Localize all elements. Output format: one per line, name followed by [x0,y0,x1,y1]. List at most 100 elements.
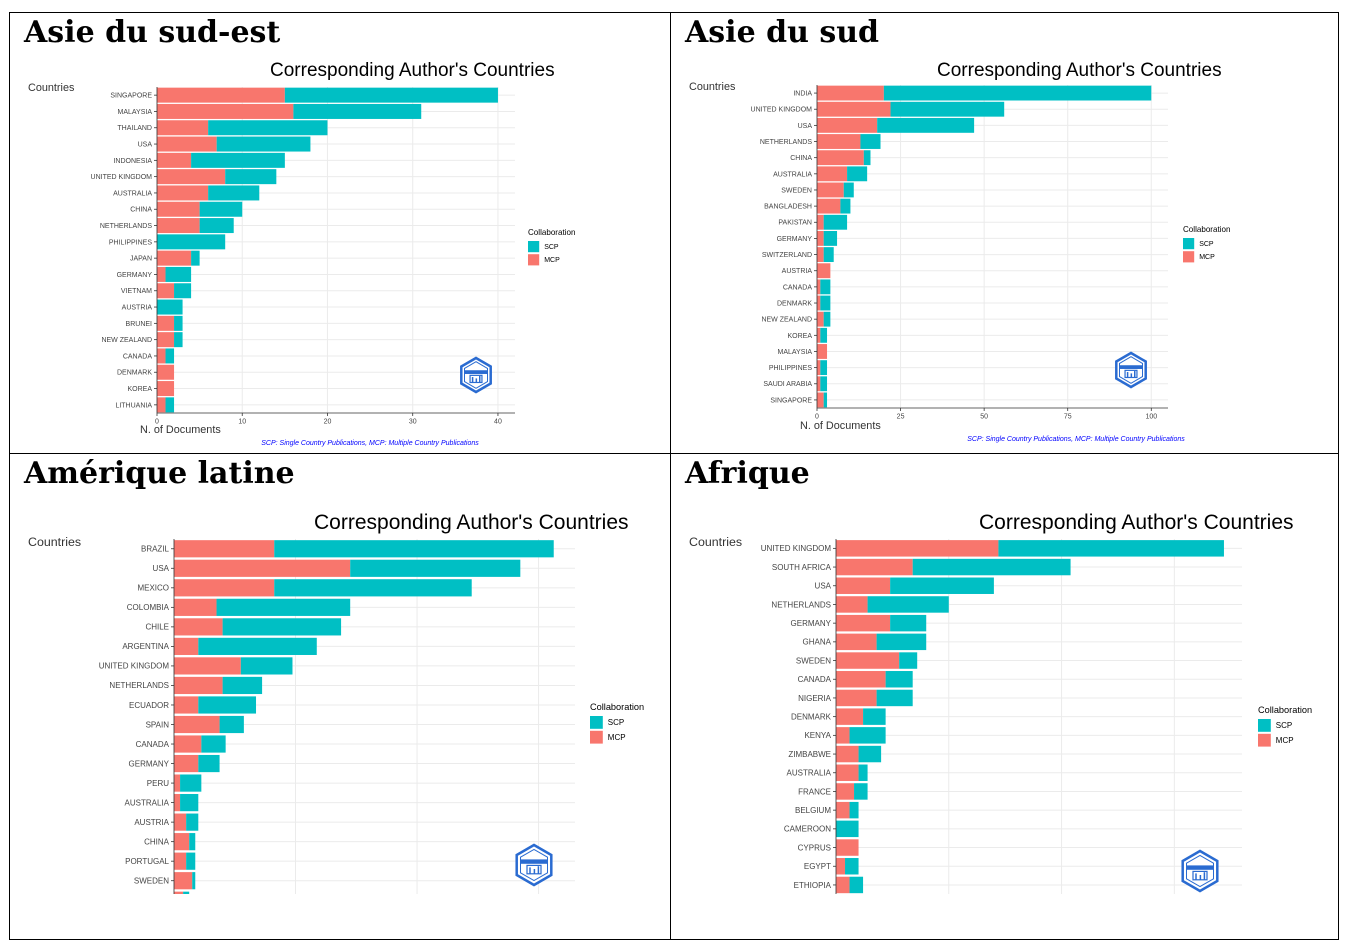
chart-title: Corresponding Author's Countries [979,511,1294,534]
y-tick-label: SWEDEN [781,187,812,194]
bar-mcp [817,328,820,343]
bar-mcp [174,794,180,811]
bar-mcp [836,671,886,687]
bar-mcp [157,137,217,152]
bar-mcp [836,802,850,818]
y-tick-label: CYPRUS [798,843,831,852]
bar-scp [847,166,867,181]
bar-scp [223,677,262,694]
y-tick-label: BRAZIL [141,545,170,554]
bar-mcp [157,185,208,200]
caption-note: SCP: Single Country Publications, MCP: M… [261,440,479,447]
bibliometrix-hexagon-icon [461,358,490,392]
bar-mcp [157,381,174,396]
bar-scp [220,716,244,733]
bar-mcp [174,716,220,733]
bar-scp [166,348,175,363]
bibliometrix-hexagon-icon [517,845,552,885]
x-tick-label: 40 [494,419,502,426]
bar-mcp [817,150,864,165]
bar-mcp [174,892,183,894]
bibliometrix-hexagon-icon [1116,353,1145,387]
y-tick-label: AUSTRALIA [125,798,170,807]
bar-scp [890,578,994,594]
bar-scp [174,283,191,298]
bar-scp [174,332,183,347]
bar-scp [192,872,195,889]
y-tick-label: NETHERLANDS [771,600,831,609]
y-tick-label: UNITED KINGDOM [751,107,813,114]
bar-scp [824,247,834,262]
bar-mcp [157,120,208,135]
y-tick-label: UNITED KINGDOM [99,662,170,671]
bar-mcp [836,708,863,724]
y-axis-title: Countries [689,81,736,93]
bar-mcp [157,283,174,298]
bar-mcp [157,153,191,168]
bar-mcp [174,833,189,850]
bar-scp [860,134,880,149]
y-tick-label: INDONESIA [113,158,152,165]
bar-scp [183,892,189,894]
bar-scp [198,696,256,713]
legend-swatch-scp [590,716,603,729]
bar-mcp [174,755,198,772]
legend-label-scp: SCP [544,244,559,251]
panel-latin-america: Amérique latine BRAZIL USA MEXICO COLOMBIA C… [10,454,670,894]
bar-mcp [817,183,844,198]
x-tick-label: 50 [980,414,988,421]
y-tick-label: MALAYSIA [118,109,153,116]
y-tick-label: VIETNAM [121,288,152,295]
y-tick-label: JAPAN [130,256,152,263]
bar-scp [820,328,827,343]
bar-scp [820,360,827,375]
y-tick-label: CHINA [790,155,812,162]
bar-mcp [817,392,824,407]
legend-swatch-mcp [1258,734,1271,747]
bar-scp [186,814,198,831]
bar-mcp [817,118,877,133]
panel-title: Afrique [685,456,810,491]
legend-label-mcp: MCP [1276,736,1294,745]
bar-scp [208,120,327,135]
bar-mcp [157,88,285,103]
legend-swatch-mcp [1183,251,1194,262]
panel-south-asia: Asie du sud INDIA UNITED KINGDOM USA NETHER… [671,13,1331,453]
bar-scp [899,652,917,668]
bar-mcp [174,872,192,889]
y-tick-label: AUSTRALIA [113,190,152,197]
y-tick-label: CANADA [136,740,170,749]
bar-scp [824,231,837,246]
y-tick-label: CHINA [144,837,170,846]
y-tick-label: AUSTRIA [122,305,153,312]
bar-scp [223,618,341,635]
y-tick-label: NETHERLANDS [100,223,152,230]
x-tick-label: 100 [1145,414,1157,421]
bar-scp [200,202,243,217]
bar-scp [217,137,311,152]
y-tick-label: GERMANY [791,619,832,628]
bar-scp [877,634,927,650]
caption-note: SCP: Single Country Publications, MCP: M… [967,436,1185,443]
bar-scp [890,615,926,631]
y-tick-label: USA [153,564,170,573]
y-tick-label: LITHUANIA [115,402,152,409]
bar-mcp [174,638,198,655]
chart-africa: UNITED KINGDOMSOUTH AFRICAUSANETHERLANDS… [671,454,1331,894]
bar-mcp [174,735,201,752]
bar-mcp [157,267,166,282]
y-tick-label: SWITZERLAND [762,252,812,259]
y-tick-label: THAILAND [117,125,152,132]
bar-scp [217,599,351,616]
bar-mcp [157,365,174,380]
y-tick-label: KOREA [787,333,812,340]
bar-mcp [836,690,877,706]
x-tick-label: 20 [324,419,332,426]
bar-mcp [817,134,860,149]
legend-label-mcp: MCP [544,257,560,264]
y-tick-label: AUSTRALIA [773,171,812,178]
bar-mcp [817,215,824,230]
bar-scp [200,218,234,233]
bar-scp [186,853,195,870]
bar-scp [820,279,830,294]
